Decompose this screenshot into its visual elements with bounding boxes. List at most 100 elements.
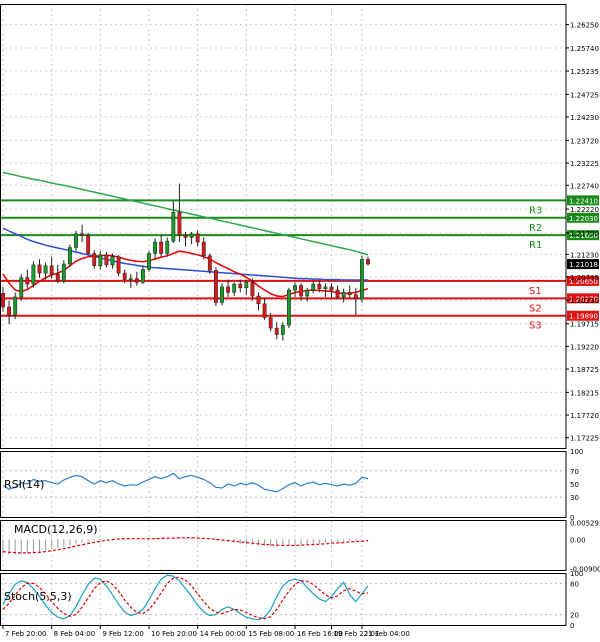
candle-body [171, 212, 176, 242]
level-price-box [567, 293, 599, 304]
ma-mid-line [2, 227, 368, 281]
candle-body [353, 294, 358, 300]
rsi-line [2, 472, 369, 493]
candle-body [207, 255, 212, 271]
candle-body [49, 265, 54, 275]
candle-body [250, 282, 255, 297]
y-tick-label: 1.25235 [570, 68, 599, 76]
grid-lines [0, 4, 566, 625]
candle-body [226, 286, 231, 293]
candle-body [134, 278, 139, 283]
candle-body [274, 327, 279, 335]
x-tick-label: 7 Feb 20:00 [5, 630, 46, 638]
stoch-d-line [2, 576, 369, 620]
axes-frames [0, 4, 569, 629]
candle-body [67, 247, 72, 265]
y-tick-label: 1.24725 [570, 91, 599, 99]
level-name-s2: S2 [529, 303, 542, 314]
candle-body [31, 264, 36, 285]
ma-slow-line [2, 171, 369, 256]
candle-body [311, 283, 316, 291]
current-price-box [567, 259, 599, 270]
candle-body [128, 278, 133, 280]
y-tick-label: 1.20230 [570, 297, 599, 305]
y-tick-label: 1.21230 [570, 251, 599, 259]
x-tick-label: 21 Feb 04:00 [364, 630, 410, 638]
panel-frame [0, 573, 567, 626]
level-name-s3: S3 [529, 321, 542, 332]
level-name-s1: S1 [529, 286, 542, 297]
y-tick-label: 1.26250 [570, 22, 599, 30]
macd-tick-label: 0.00 [570, 536, 586, 544]
candle-body [177, 212, 182, 236]
candle-body [195, 233, 200, 243]
candle-body [7, 306, 12, 316]
candle-body [305, 289, 310, 297]
candle-body [98, 254, 103, 267]
macd-tick-label: 0.005293 [570, 519, 600, 527]
candle-body [140, 269, 145, 283]
candle-body [86, 234, 91, 254]
stoch-tick-label: 20 [570, 612, 579, 620]
level-price-box [567, 275, 599, 286]
level-name-r3: R3 [529, 205, 542, 216]
y-tick-label: 1.21700 [570, 230, 599, 238]
candle-body [37, 264, 42, 274]
candle-body [13, 296, 18, 316]
candle-body [244, 282, 249, 289]
candle-body [43, 265, 48, 274]
y-tick-label: 1.18725 [570, 366, 599, 374]
candle-body [366, 259, 370, 265]
candle-body [262, 303, 267, 318]
candle-body [299, 285, 304, 297]
y-tick-label: 1.24230 [570, 114, 599, 122]
rsi-label: RSI(14) [4, 478, 44, 491]
level-price-box [567, 195, 599, 206]
candle-body [335, 289, 340, 298]
current-price-label: 1.21018 [569, 261, 598, 269]
level-price-label: 1.20270 [569, 295, 598, 303]
y-tick-label: 1.17225 [570, 435, 599, 443]
x-tick-label: 19 Feb 22:01 [334, 630, 380, 638]
candle-body [92, 253, 97, 267]
y-tick-label: 1.19715 [570, 321, 599, 329]
candle-body [80, 233, 85, 236]
candlesticks [1, 183, 370, 341]
candle-body [268, 317, 273, 329]
y-tick-label: 1.22740 [570, 182, 599, 190]
level-price-label: 1.22030 [569, 215, 598, 223]
indicator-panels [2, 472, 369, 621]
rsi-tick-label: 50 [570, 481, 579, 489]
y-tick-label: 1.22220 [570, 206, 599, 214]
rsi-tick-label: 70 [570, 468, 579, 476]
panel-frame [0, 451, 567, 518]
candle-body [74, 233, 78, 248]
rsi-tick-label: 100 [570, 448, 583, 456]
level-price-box [567, 310, 599, 321]
candle-body [232, 283, 237, 293]
level-name-r1: R1 [529, 240, 542, 251]
y-tick-label: 1.17720 [570, 412, 599, 420]
candle-body [61, 263, 66, 282]
macd-tick-label: -0.009005 [570, 565, 600, 573]
level-price-box [567, 230, 599, 241]
support-resistance-levels: R3 1.22410 R2 1.22030 R1 1.21650 S1 1.20650 S2 1.… [0, 195, 599, 332]
y-tick-label: 1.20735 [570, 274, 599, 282]
panel-frame [0, 4, 567, 449]
macd-signal-line [2, 537, 369, 554]
x-tick-label: 8 Feb 04:00 [54, 630, 95, 638]
candle-body [347, 292, 352, 295]
candle-body [19, 277, 24, 298]
candle-body [359, 259, 364, 300]
rsi-tick-label: 0 [570, 514, 574, 522]
rsi-tick-label: 30 [570, 494, 579, 502]
x-tick-label: 14 Feb 00:00 [200, 630, 246, 638]
stoch-k-line [2, 574, 369, 621]
level-name-r2: R2 [529, 223, 542, 234]
candle-body [317, 283, 322, 289]
candle-body [147, 253, 151, 270]
y-tick-label: 1.19220 [570, 343, 599, 351]
y-tick-label: 1.23225 [570, 160, 599, 168]
candle-body [165, 240, 170, 254]
